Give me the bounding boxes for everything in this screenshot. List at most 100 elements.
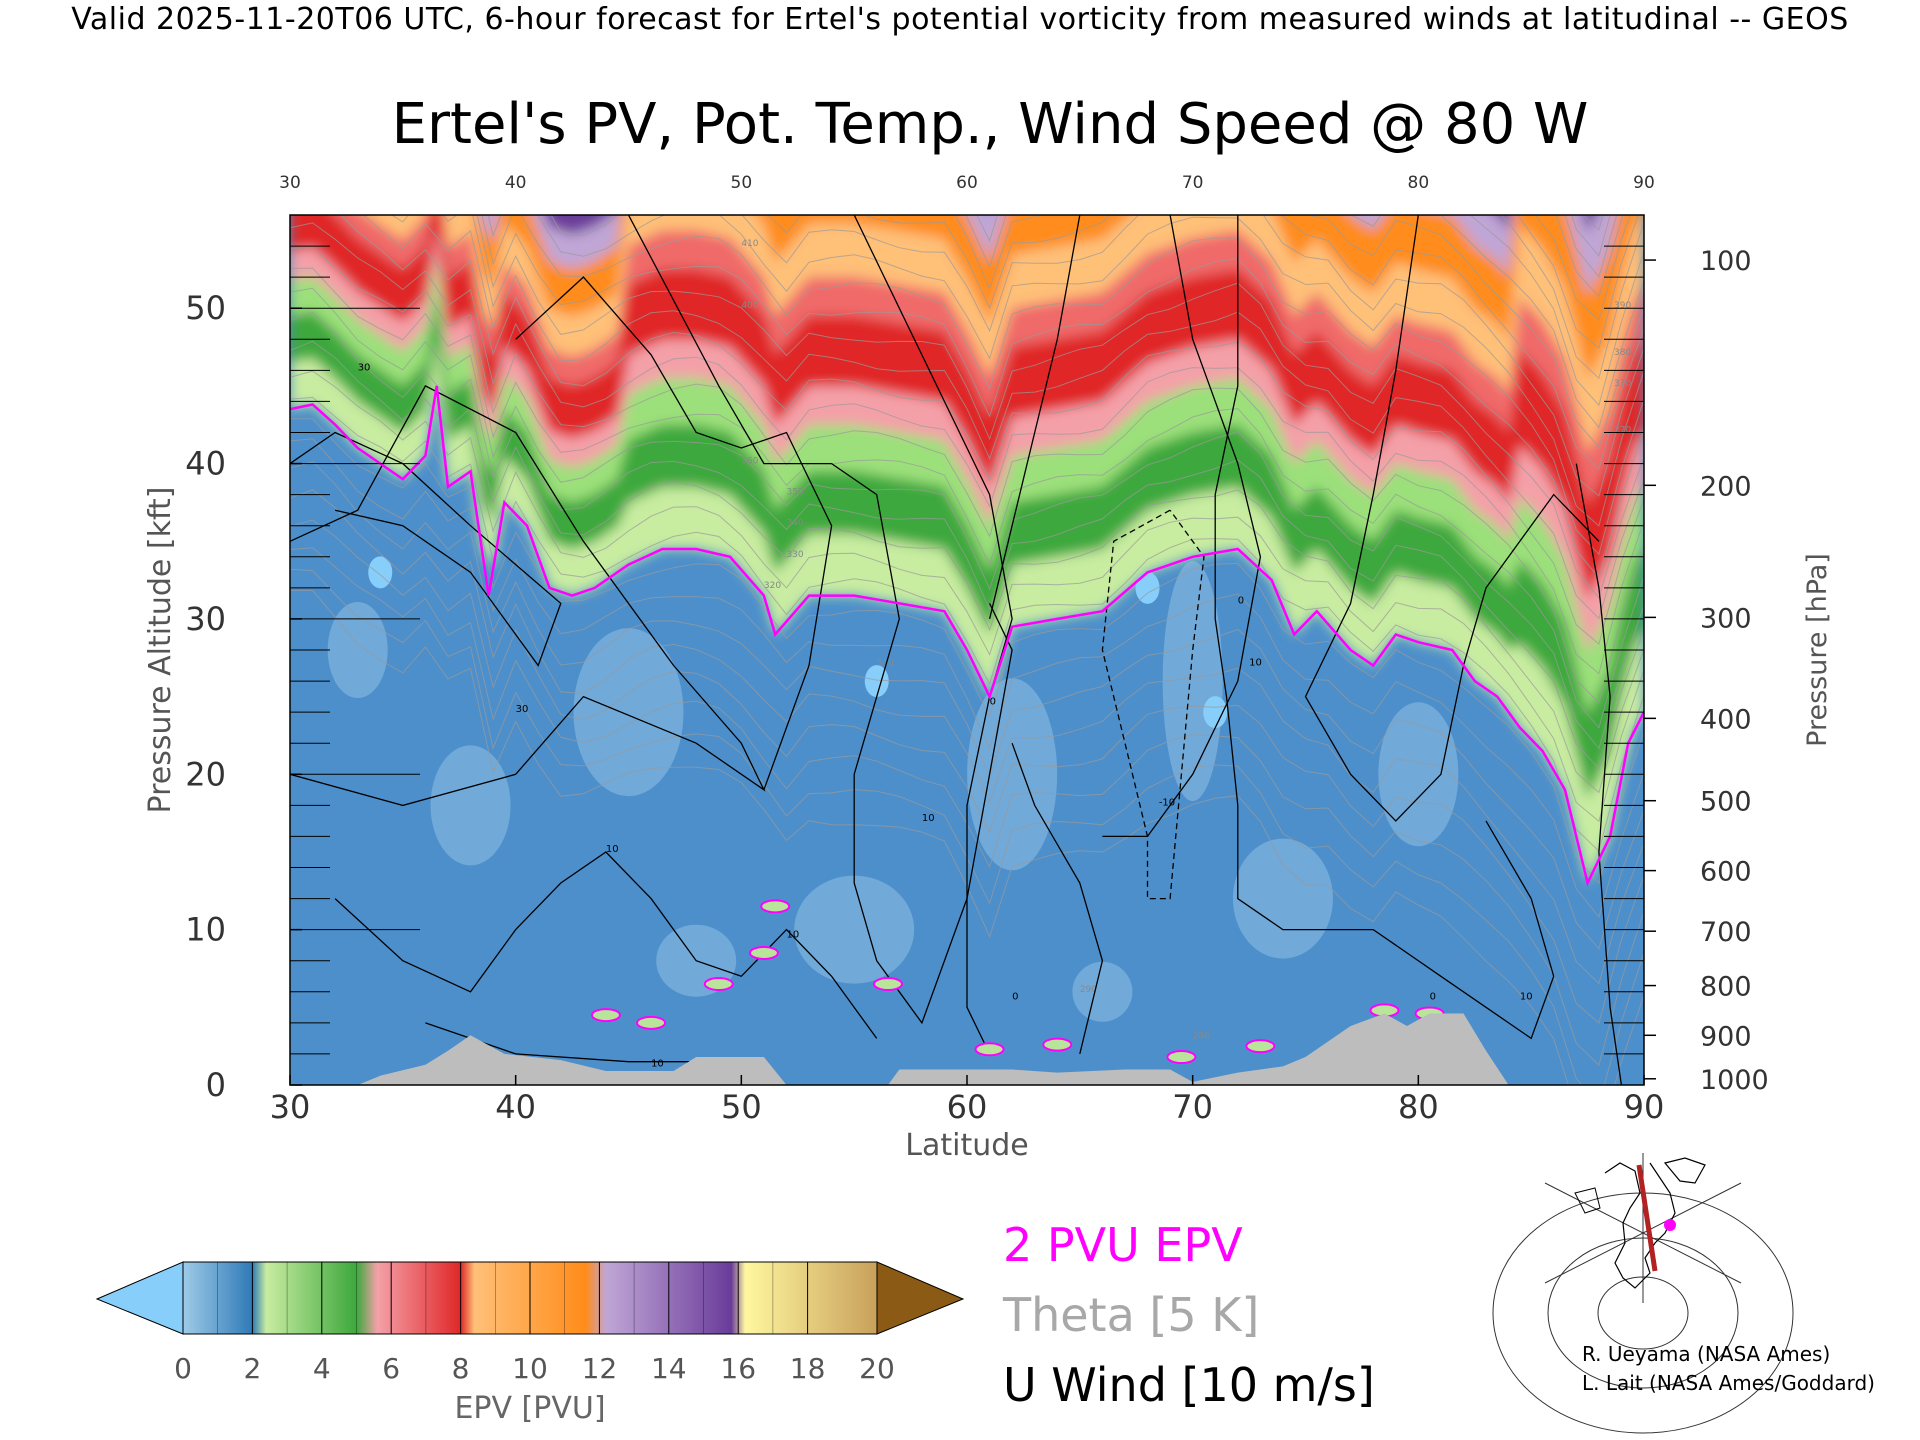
credit-ueyama: R. Ueyama (NASA Ames) <box>1582 1342 1831 1366</box>
pressure-tick-label: 600 <box>1700 857 1752 888</box>
pressure-tick-label: 400 <box>1700 704 1752 735</box>
theta-isentrope-13 <box>290 267 1644 729</box>
low-pv-spot-3 <box>1203 696 1228 729</box>
pv2-island-9 <box>1245 1039 1276 1054</box>
pv2-island-3 <box>703 977 734 992</box>
u-wind-contour-12 <box>334 851 878 1039</box>
x-tick-label: 90 <box>1624 1088 1665 1126</box>
u-wind-label: 0 <box>1430 992 1436 1003</box>
u-wind-label: 0 <box>1012 992 1018 1003</box>
low-pv-spot-1 <box>864 665 889 698</box>
legend-u-wind: U Wind [10 m/s] <box>1003 1358 1375 1412</box>
colorbar-tick-label: 18 <box>790 1352 826 1385</box>
troposphere-patch-1 <box>430 745 511 866</box>
u-wind-contour-6 <box>988 215 1081 620</box>
locator-map <box>1492 1153 1794 1434</box>
colorbar-tick-label: 4 <box>313 1352 331 1385</box>
top-x-tick-label: 90 <box>1633 173 1655 193</box>
theta-label: 400 <box>741 301 758 311</box>
epv-band-2 <box>290 257 1644 716</box>
credit-lait: L. Lait (NASA Ames/Goddard) <box>1582 1371 1875 1395</box>
u-wind-label: 10 <box>651 1058 664 1069</box>
u-wind-label: 10 <box>786 929 799 940</box>
theta-isentrope-15 <box>290 222 1644 675</box>
epv-band-3 <box>290 228 1644 653</box>
u-wind-label: 0 <box>1238 595 1244 606</box>
theta-isentrope-8 <box>290 396 1644 853</box>
theta-isentrope-33 <box>1582 215 1604 232</box>
forecast-header: Valid 2025-11-20T06 UTC, 6-hour forecast… <box>71 2 1849 37</box>
u-wind-label: 10 <box>1249 658 1262 669</box>
y-tick-label: 20 <box>185 755 226 793</box>
pv2-island-1 <box>590 1008 621 1023</box>
u-wind-label: 0 <box>990 696 996 707</box>
pv2-island-4 <box>760 899 791 914</box>
pressure-tick-label: 500 <box>1700 787 1752 818</box>
x-tick-label: 80 <box>1398 1088 1439 1126</box>
colorbar-over-triangle <box>876 1261 965 1335</box>
colorbar-tick-label: 8 <box>452 1352 470 1385</box>
troposphere-patch-9 <box>1072 961 1133 1022</box>
colorbar-under-triangle <box>95 1261 184 1335</box>
theta-label: 270 <box>1614 426 1631 436</box>
theta-isentrope-9 <box>290 370 1644 823</box>
epv-band-7 <box>473 215 1641 380</box>
u-wind-contour-1 <box>290 431 562 667</box>
pressure-tick-label: 700 <box>1700 917 1752 948</box>
theta-isentrope-5 <box>290 461 1644 950</box>
theta-label: 280 <box>1193 1031 1210 1041</box>
u-wind-contour-7 <box>1102 215 1262 838</box>
pressure-tick-label: 1000 <box>1700 1065 1769 1096</box>
pressure-tick-label: 200 <box>1700 471 1752 502</box>
troposphere-patch-2 <box>573 628 684 797</box>
theta-isentrope-23 <box>766 215 1644 470</box>
colorbar-label: EPV [PVU] <box>454 1391 605 1426</box>
pressure-tick-label: 100 <box>1700 246 1752 277</box>
theta-isentrope-14 <box>290 247 1644 704</box>
colorbar-tick-label: 6 <box>382 1352 400 1385</box>
epv-band-5 <box>335 215 1644 506</box>
u-wind-label: 30 <box>516 704 529 715</box>
theta-label: 350 <box>786 488 803 498</box>
x-tick-label: 70 <box>1172 1088 1213 1126</box>
legend-theta: Theta [5 K] <box>1003 1288 1260 1342</box>
u-wind-label: 30 <box>358 362 371 373</box>
theta-isentrope-12 <box>290 287 1644 750</box>
theta-label: 330 <box>786 550 803 560</box>
top-x-tick-label: 30 <box>279 173 301 193</box>
colorbar-tick-label: 16 <box>720 1352 756 1385</box>
pv2-island-6 <box>974 1042 1005 1057</box>
troposphere-patch-0 <box>327 602 388 698</box>
pv2-island-0 <box>748 945 779 960</box>
theta-isentrope-7 <box>290 418 1644 885</box>
theta-isentrope-16 <box>340 215 1644 645</box>
pv2-island-5 <box>873 977 904 992</box>
y-axis-label: Pressure Altitude [kft] <box>143 487 178 814</box>
top-x-tick-label: 70 <box>1182 173 1204 193</box>
top-x-tick-label: 40 <box>505 173 527 193</box>
theta-isentrope-10 <box>290 340 1644 794</box>
epv-band-8 <box>480 215 1617 296</box>
theta-isentrope-22 <box>550 215 1644 497</box>
troposphere-patch-7 <box>1378 702 1459 847</box>
u-wind-contour-5 <box>1011 742 1104 1055</box>
theta-isentrope-3 <box>290 519 1644 1024</box>
x-tick-label: 60 <box>947 1088 988 1126</box>
theta-isentrope-19 <box>476 215 1644 579</box>
theta-label: 370 <box>1614 379 1631 389</box>
troposphere-patch-5 <box>1162 561 1223 802</box>
colorbar-tick-label: 10 <box>512 1352 548 1385</box>
pv2-island-7 <box>1042 1037 1073 1052</box>
pressure-tick-label: 800 <box>1700 972 1752 1003</box>
theta-isentrope-4 <box>290 489 1644 985</box>
x-tick-label: 50 <box>721 1088 762 1126</box>
y-tick-label: 50 <box>185 289 226 327</box>
y-tick-label: 30 <box>185 600 226 638</box>
theta-label: 390 <box>1614 301 1631 311</box>
pressure-tick-label: 300 <box>1700 603 1752 634</box>
u-wind-contour-3 <box>627 215 1013 1025</box>
theta-isentrope-20 <box>481 215 1644 556</box>
colorbar-tick-label: 12 <box>582 1352 618 1385</box>
u-wind-contour-8 <box>1214 215 1555 1040</box>
pv2-island-2 <box>636 1015 667 1030</box>
